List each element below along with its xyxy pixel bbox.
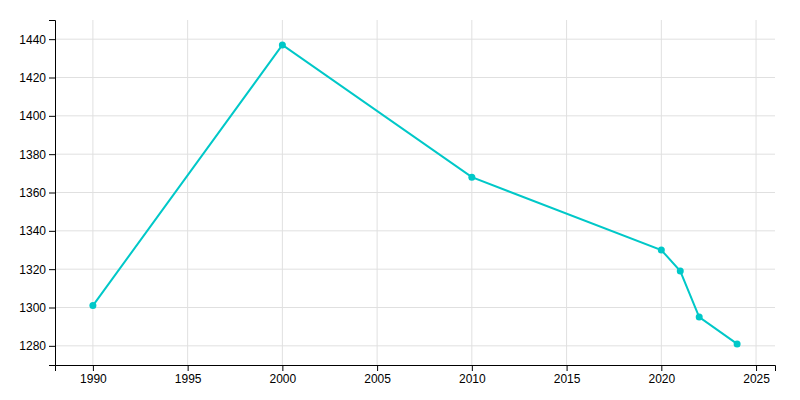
x-tick-label: 1990	[80, 372, 107, 386]
y-tick: 1320	[19, 263, 55, 277]
y-tick: 1380	[19, 148, 55, 162]
y-tick: 1420	[19, 71, 55, 85]
x-tick-mark	[188, 365, 189, 371]
y-tick-mark	[49, 154, 55, 155]
y-tick-label: 1380	[19, 148, 46, 162]
point	[734, 340, 741, 347]
y-tick: 1340	[19, 224, 55, 238]
x-tick-mark	[282, 365, 283, 371]
y-tick-mark	[49, 346, 55, 347]
grid-line-y	[55, 154, 775, 155]
x-tick-label: 1995	[175, 372, 202, 386]
y-axis-line	[49, 21, 56, 366]
x-tick-label: 2020	[648, 372, 675, 386]
point	[696, 314, 703, 321]
point	[468, 174, 475, 181]
x-tick-label: 2000	[270, 372, 297, 386]
x-tick: 2010	[459, 365, 486, 386]
x-tick-mark	[377, 365, 378, 371]
x-tick: 2025	[743, 365, 770, 386]
y-tick-mark	[49, 39, 55, 40]
grid-line-y	[55, 345, 775, 346]
grid	[55, 20, 775, 365]
chart: 1990 1995 2000 2005 2010 2015 2020 2025 1280 1300…	[0, 0, 800, 400]
y-tick-mark	[49, 308, 55, 309]
y-tick: 1280	[19, 339, 55, 353]
grid-line-y	[55, 39, 775, 40]
x-tick: 2020	[648, 365, 675, 386]
x-tick-label: 2015	[554, 372, 581, 386]
grid-line-y	[55, 269, 775, 270]
marks	[89, 41, 740, 347]
y-tick-mark	[49, 231, 55, 232]
point	[677, 268, 684, 275]
x-tick: 2005	[364, 365, 391, 386]
grid-line-y	[55, 115, 775, 116]
y-tick-mark	[49, 193, 55, 194]
y-axis: 1280 1300 1320 1340 1360 1380 1400 1420 1440	[19, 21, 55, 366]
y-tick: 1400	[19, 109, 55, 123]
point	[279, 41, 286, 48]
x-tick: 1990	[80, 365, 107, 386]
y-tick-label: 1340	[19, 224, 46, 238]
x-tick-label: 2010	[459, 372, 486, 386]
y-tick-label: 1300	[19, 301, 46, 315]
y-tick-label: 1400	[19, 109, 46, 123]
x-tick-mark	[567, 365, 568, 371]
x-tick-mark	[756, 365, 757, 371]
y-tick: 1300	[19, 301, 55, 315]
x-axis-line	[56, 366, 776, 372]
grid-line-y	[55, 192, 775, 193]
grid-line-y	[55, 307, 775, 308]
point	[89, 302, 96, 309]
x-tick-label: 2025	[743, 372, 770, 386]
y-tick-label: 1360	[19, 186, 46, 200]
x-tick-mark	[93, 365, 94, 371]
y-tick-label: 1320	[19, 263, 46, 277]
plot-area: 1990 1995 2000 2005 2010 2015 2020 2025 1280 1300…	[19, 20, 775, 386]
x-axis: 1990 1995 2000 2005 2010 2015 2020 2025	[56, 365, 776, 386]
y-tick-mark	[49, 116, 55, 117]
y-tick-label: 1440	[19, 33, 46, 47]
y-tick: 1440	[19, 33, 55, 47]
x-tick-mark	[661, 365, 662, 371]
grid-line-y	[55, 77, 775, 78]
x-tick: 2000	[270, 365, 297, 386]
y-tick-mark	[49, 269, 55, 270]
y-tick: 1360	[19, 186, 55, 200]
x-tick-mark	[472, 365, 473, 371]
y-tick-mark	[49, 78, 55, 79]
point	[658, 247, 665, 254]
x-tick: 1995	[175, 365, 202, 386]
line	[93, 45, 737, 344]
x-tick-label: 2005	[364, 372, 391, 386]
y-tick-label: 1280	[19, 339, 46, 353]
y-tick-label: 1420	[19, 71, 46, 85]
grid-line-y	[55, 230, 775, 231]
x-tick: 2015	[554, 365, 581, 386]
